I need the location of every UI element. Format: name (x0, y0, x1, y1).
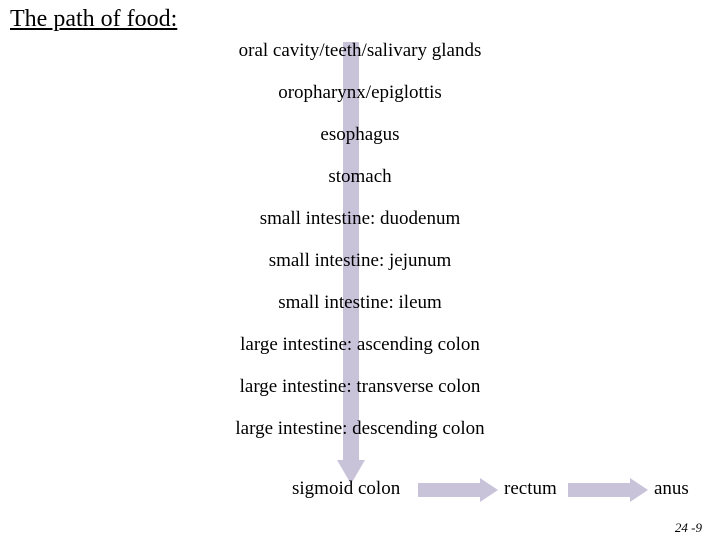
flow-step: stomach (0, 166, 720, 188)
horizontal-arrow-icon (568, 482, 648, 498)
flow-step: oral cavity/teeth/salivary glands (0, 40, 720, 62)
horizontal-arrow-icon (418, 482, 498, 498)
arrow-head (630, 478, 648, 502)
page-title: The path of food: (10, 6, 177, 33)
step-anus: anus (654, 478, 689, 500)
flow-step: small intestine: duodenum (0, 208, 720, 230)
flow-step: small intestine: ileum (0, 292, 720, 314)
flow-step: large intestine: transverse colon (0, 376, 720, 398)
arrow-head (480, 478, 498, 502)
flow-step: oropharynx/epiglottis (0, 82, 720, 104)
slide-number: 24 -9 (675, 520, 702, 536)
flow-step: large intestine: descending colon (0, 418, 720, 440)
arrow-shaft (568, 483, 630, 497)
arrow-shaft (418, 483, 480, 497)
flow-step: large intestine: ascending colon (0, 334, 720, 356)
flow-step: esophagus (0, 124, 720, 146)
flow-step: small intestine: jejunum (0, 250, 720, 272)
step-rectum: rectum (504, 478, 557, 500)
step-sigmoid-colon: sigmoid colon (292, 478, 400, 500)
bottom-terminal-row: sigmoid colon rectum anus (0, 478, 720, 508)
